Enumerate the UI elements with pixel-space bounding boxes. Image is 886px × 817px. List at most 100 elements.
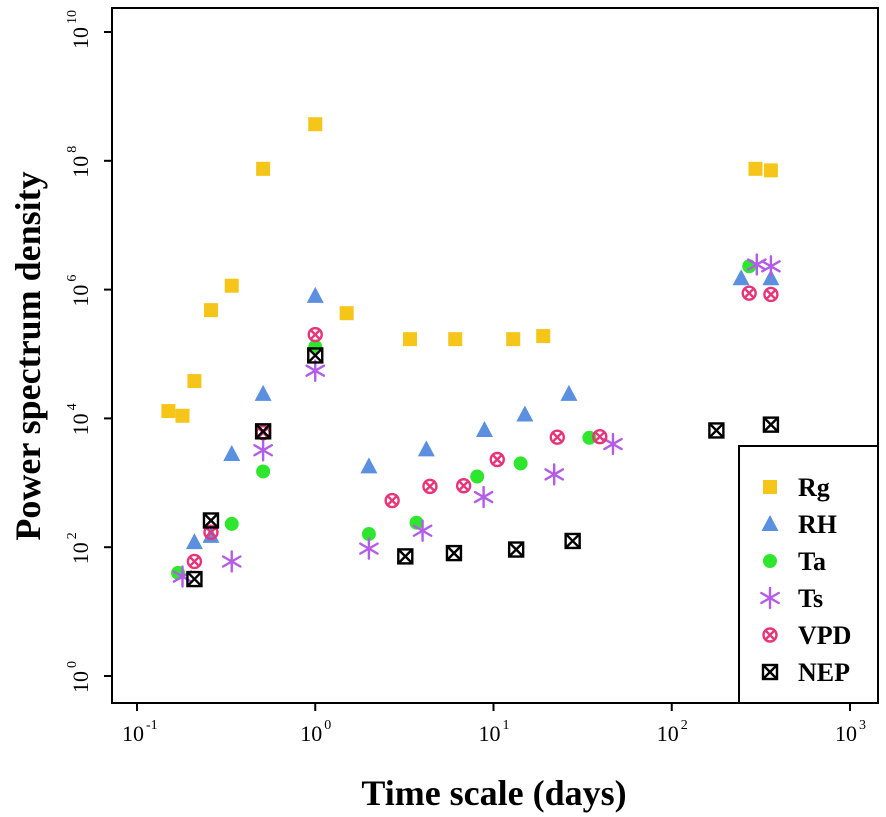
point-nep: [186, 570, 203, 588]
legend: Rg RH Ta Ts VPD NEP: [738, 445, 879, 704]
point-ta: [513, 456, 528, 471]
y-tick-exponent: 0: [65, 661, 80, 668]
point-vpd: [455, 478, 472, 494]
data-points: [161, 117, 781, 588]
point-nep: [762, 416, 780, 433]
point-rg: [448, 332, 463, 347]
point-rh: [417, 440, 435, 457]
point-rg: [748, 161, 763, 176]
y-tick-exponent: 10: [65, 10, 80, 24]
point-nep: [254, 423, 272, 440]
point-rg: [175, 408, 190, 423]
x-tick-label: 10: [835, 721, 857, 746]
x-tick-exponent: -1: [146, 718, 158, 733]
point-rg: [161, 404, 176, 419]
series-ts: [172, 253, 781, 588]
legend-marker-rh: [761, 515, 779, 531]
point-ts: [359, 537, 379, 560]
point-vpd: [592, 428, 608, 445]
legend-label-ts: Ts: [798, 584, 823, 613]
point-nep: [445, 544, 463, 562]
x-axis-title: Time scale (days): [361, 773, 626, 813]
point-ts: [253, 439, 273, 462]
point-vpd: [763, 286, 779, 303]
y-tick-label: 10: [68, 671, 93, 693]
y-tick-label-group: 106: [65, 275, 93, 307]
point-ts: [221, 550, 242, 573]
legend-marker-rg: [763, 480, 777, 494]
x-tick-exponent: 0: [324, 718, 331, 733]
point-rg: [506, 332, 521, 347]
point-vpd: [186, 553, 203, 570]
legend-marker-ta: [763, 554, 777, 568]
y-tick-exponent: 2: [65, 532, 80, 539]
x-axis: 10 -1 10 0 10 1 10 2 10 3: [122, 703, 866, 746]
point-ts: [305, 359, 326, 382]
point-ts: [473, 485, 494, 509]
x-tick-label: 10: [657, 721, 679, 746]
point-ts: [412, 519, 433, 542]
legend-marker-nep: [761, 663, 779, 681]
series-ta: [171, 259, 757, 580]
x-tick-label: 10: [122, 721, 144, 746]
point-rg: [187, 374, 202, 389]
point-rg: [339, 306, 354, 321]
legend-label-ta: Ta: [798, 547, 826, 576]
y-tick-label: 10: [68, 156, 93, 178]
point-rh: [185, 533, 203, 550]
point-nep: [397, 548, 414, 565]
point-rh: [732, 269, 750, 286]
y-tick-exponent: 8: [65, 146, 80, 153]
series-rg: [161, 117, 778, 423]
y-tick-label-group: 102: [65, 532, 93, 564]
point-rg: [203, 303, 218, 318]
point-ts: [761, 255, 781, 278]
legend-marker-ts: [760, 586, 780, 610]
point-vpd: [489, 451, 505, 468]
point-rg: [308, 117, 323, 132]
point-rg: [224, 278, 239, 293]
x-tick-label: 10: [479, 721, 501, 746]
point-vpd: [549, 429, 566, 445]
point-vpd: [203, 524, 219, 541]
point-rg: [536, 329, 551, 344]
plot-area-frame: [111, 7, 879, 704]
point-nep: [307, 347, 324, 364]
y-tick-label-group: 100: [65, 661, 93, 693]
point-rh: [254, 384, 272, 401]
point-rg: [402, 332, 417, 347]
point-vpd: [384, 492, 400, 509]
legend-label-vpd: VPD: [798, 621, 851, 650]
point-rg: [763, 163, 778, 178]
legend-label-rh: RH: [798, 510, 837, 539]
point-vpd: [422, 478, 438, 495]
y-tick-label: 10: [68, 413, 93, 435]
point-ta: [470, 469, 485, 484]
y-tick-label: 10: [68, 27, 93, 49]
y-tick-label: 10: [68, 542, 93, 564]
point-nep: [507, 541, 525, 558]
point-ts: [603, 432, 623, 456]
legend-box: [738, 445, 879, 704]
x-tick-exponent: 2: [681, 718, 688, 733]
point-rh: [223, 445, 241, 462]
legend-marker-vpd: [762, 627, 778, 643]
point-rg: [256, 161, 271, 176]
point-nep: [708, 422, 725, 439]
y-tick-exponent: 6: [65, 275, 80, 282]
y-tick-exponent: 4: [65, 403, 80, 410]
x-tick-exponent: 1: [503, 718, 510, 733]
point-ta: [361, 527, 376, 542]
point-rh: [306, 286, 324, 303]
point-rh: [202, 526, 220, 543]
legend-label-nep: NEP: [798, 658, 850, 687]
point-nep: [564, 532, 581, 550]
y-tick-label-group: 104: [65, 403, 93, 435]
point-ts: [544, 463, 565, 486]
point-nep: [202, 512, 220, 529]
y-axis-title: Power spectrum density: [8, 171, 48, 540]
y-tick-label: 10: [68, 285, 93, 307]
x-tick-label: 10: [300, 721, 322, 746]
